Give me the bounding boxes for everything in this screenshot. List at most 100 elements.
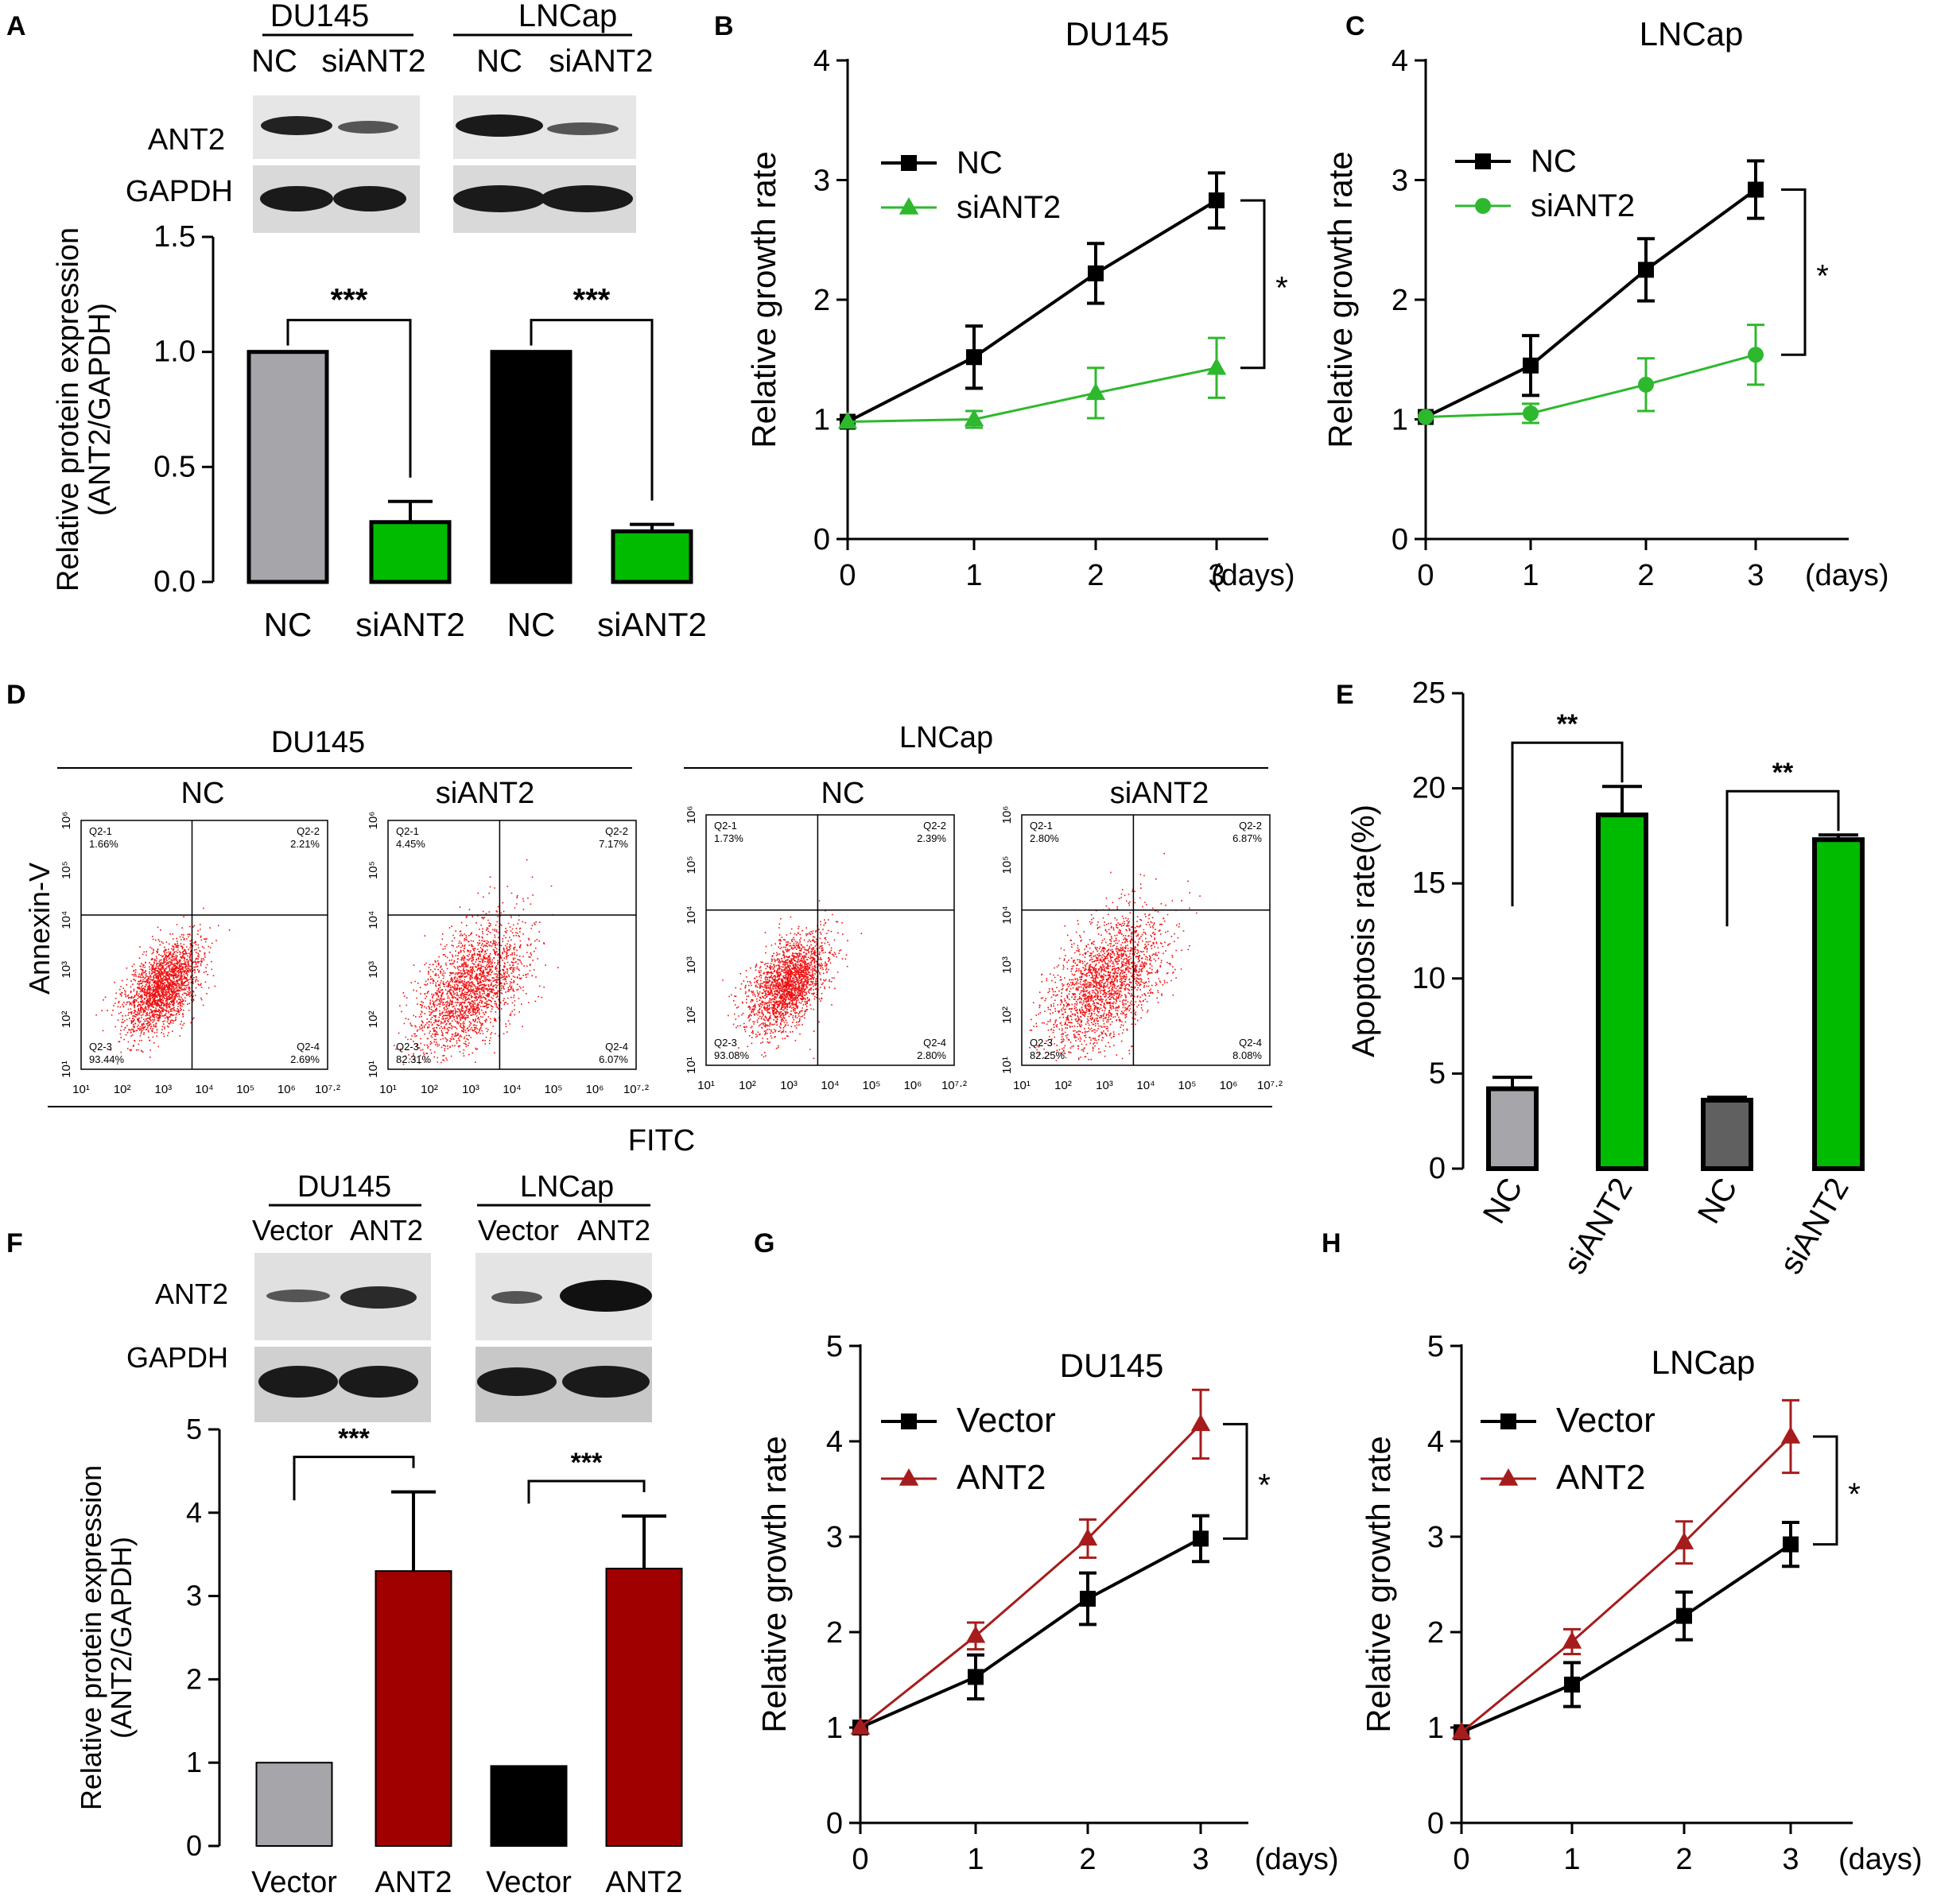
bar [1701, 1097, 1753, 1171]
data-point [1780, 1425, 1801, 1444]
quadrant-value: 2.80% [1030, 832, 1059, 844]
facs-events [1029, 852, 1201, 1061]
y-tick-label: 25 [1412, 677, 1446, 710]
quadrant-value: 4.45% [396, 838, 425, 850]
chart-title: DU145 [1065, 15, 1170, 52]
y-tick-label: 4 [826, 1425, 843, 1459]
x-tick-label: 0 [839, 559, 856, 592]
y-tick-label: 1.5 [153, 220, 196, 254]
series-line [847, 366, 1217, 424]
data-point [1498, 1468, 1519, 1486]
bar [605, 1568, 683, 1847]
quadrant-name: Q2-1 [89, 825, 112, 837]
blot-a-siant2-label: siANT2 [321, 44, 425, 79]
y-tick-label: 2 [1392, 284, 1408, 317]
quadrant-value: 93.08% [714, 1049, 750, 1061]
quadrant-value: 6.87% [1232, 832, 1262, 844]
facs-frame [705, 814, 955, 1066]
facs-y-tick: 10⁶ [367, 812, 380, 830]
facs-x-axis-label: FITC [628, 1124, 695, 1158]
data-point [1638, 376, 1654, 393]
quadrant-name: Q2-1 [714, 820, 737, 832]
data-point [850, 1716, 871, 1735]
facs-y-tick: 10¹ [60, 1061, 73, 1078]
significance-label: * [1275, 270, 1288, 305]
facs-x-tick: 10⁴ [821, 1079, 839, 1092]
y-tick-label: 1.0 [153, 335, 196, 369]
y-tick-label: 2 [1427, 1616, 1444, 1650]
x-category-label: NC [264, 606, 312, 643]
data-point [1193, 1530, 1209, 1547]
western-blot-f: DU145 Vector ANT2 LNCap Vector ANT2 ANT2… [126, 1170, 652, 1422]
facs-nc2-label: NC [821, 777, 865, 810]
x-tick-label: 1 [967, 1843, 984, 1876]
facs-x-tick: 10¹ [379, 1083, 397, 1096]
y-tick-label: 4 [1392, 45, 1408, 78]
y-tick-label: 4 [186, 1496, 202, 1529]
bar [375, 1570, 452, 1848]
facs-y-tick: 10³ [685, 956, 698, 974]
facs-y-tick: 10¹ [1000, 1057, 1014, 1074]
blot-a-lncap-title: LNCap [518, 0, 618, 33]
facs-plot: Q2-12.80% Q2-26.87% Q2-382.25% Q2-48.08% 10¹… [1000, 806, 1283, 1092]
panel-label-c: C [1345, 11, 1365, 41]
bar [255, 1762, 333, 1847]
facs-events [393, 859, 559, 1065]
quadrant-name: Q2-3 [1030, 1037, 1053, 1049]
y-tick-label: 2 [826, 1616, 843, 1650]
bar-chart-f: 0 1 2 3 4 5 Relative protein expression(ANT2/G… [75, 1413, 683, 1899]
y-tick-label: 1 [1427, 1712, 1444, 1745]
western-blot-a: DU145 NC siANT2 LNCap NC siANT2 ANT2 GAP… [126, 0, 654, 233]
facs-x-tick: 10⁷·² [623, 1083, 649, 1096]
facs-siant2-label: siANT2 [436, 777, 535, 810]
quadrant-name: Q2-2 [297, 825, 320, 837]
y-axis-label: Relative growth rate [1322, 151, 1359, 448]
data-point [1562, 1631, 1582, 1649]
facs-x-tick: 10³ [780, 1079, 798, 1092]
facs-y-tick: 10⁶ [685, 806, 698, 824]
y-tick-label: 0 [1427, 1807, 1444, 1840]
significance-label: ** [1772, 758, 1794, 788]
y-tick-label: 2 [813, 284, 830, 317]
panel-label-e: E [1336, 680, 1354, 710]
facs-y-tick: 10⁴ [685, 905, 698, 924]
x-axis-unit: (days) [1211, 559, 1295, 592]
facs-x-tick: 10² [421, 1083, 438, 1096]
series-line [1461, 1542, 1792, 1734]
bar [1812, 837, 1865, 1171]
facs-nc-label: NC [181, 777, 225, 810]
facs-y-tick: 10⁵ [1000, 856, 1014, 874]
facs-y-tick: 10⁴ [60, 911, 73, 929]
panel-label-h: H [1322, 1228, 1341, 1258]
facs-x-tick: 10⁶ [278, 1083, 296, 1096]
quadrant-value: 93.44% [89, 1053, 125, 1065]
bar-chart-e: 0 5 10 15 20 25 Apoptosis rate(%) NC siANT2 NC siA… [1346, 677, 1865, 1280]
panel-label-d: D [6, 680, 26, 710]
facs-events [95, 907, 231, 1064]
significance-bracket [1240, 199, 1266, 370]
legend-label: NC [1531, 144, 1577, 179]
panel-label-g: G [754, 1228, 774, 1258]
y-tick-label: 2 [186, 1662, 202, 1695]
quadrant-value: 7.17% [599, 838, 628, 850]
y-axis-label: Relative growth rate [1360, 1436, 1397, 1733]
facs-x-tick: 10³ [462, 1083, 479, 1096]
y-tick-label: 0 [1392, 523, 1408, 556]
facs-y-tick: 10⁵ [60, 861, 73, 879]
bar [490, 350, 573, 584]
significance-bracket [527, 1479, 646, 1504]
x-category-label: NC [1691, 1173, 1745, 1230]
x-tick-label: 2 [1079, 1843, 1096, 1876]
blot-a-ant2-label: ANT2 [148, 123, 225, 157]
quadrant-name: Q2-2 [923, 820, 946, 832]
x-tick-label: 1 [1563, 1843, 1580, 1876]
quadrant-value: 6.07% [599, 1053, 628, 1065]
quadrant-value: 2.80% [917, 1049, 946, 1061]
x-category-label: Vector [486, 1866, 572, 1899]
x-tick-label: 0 [852, 1843, 868, 1876]
y-tick-label: 1 [1392, 404, 1408, 437]
chart-title: DU145 [1060, 1347, 1164, 1384]
blot-a-du145-title: DU145 [270, 0, 370, 33]
x-tick-label: 3 [1208, 559, 1225, 592]
panel-label-a: A [6, 11, 26, 41]
